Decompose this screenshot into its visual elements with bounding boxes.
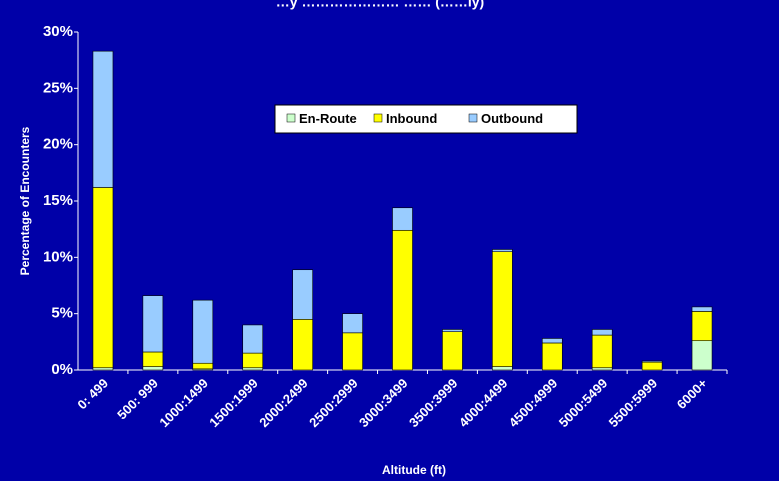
- bar-segment-inbound: [492, 251, 513, 367]
- bar-segment-outbound: [691, 306, 713, 312]
- bar-segment-en-route: [92, 367, 114, 371]
- y-tick-label: 30%: [43, 23, 73, 40]
- bar-segment-inbound: [591, 334, 613, 369]
- legend-label-inbound: Inbound: [386, 111, 437, 126]
- bar-segment-outbound: [591, 329, 613, 336]
- bar-segment-inbound: [192, 362, 214, 370]
- bar-segment-outbound: [442, 329, 463, 332]
- legend-swatch-outbound: [468, 113, 478, 123]
- bar-segment-outbound: [492, 249, 513, 253]
- y-tick-label: 25%: [43, 79, 73, 96]
- legend-swatch-inbound: [373, 113, 383, 123]
- bar-segment-outbound: [192, 299, 214, 364]
- bar-segment-outbound: [641, 360, 663, 363]
- y-tick-label: 15%: [43, 192, 73, 209]
- bar-segment-outbound: [392, 207, 413, 231]
- bar-segment-outbound: [342, 313, 363, 334]
- bar-segment-inbound: [541, 342, 563, 371]
- y-tick-label: 20%: [43, 136, 73, 153]
- bar-segment-inbound: [142, 351, 164, 367]
- bar-segment-en-route: [691, 340, 713, 371]
- y-tick-label: 0%: [51, 361, 73, 378]
- legend-box: [274, 104, 578, 134]
- x-axis-title: Altitude (ft): [382, 463, 446, 477]
- bar-segment-inbound: [342, 332, 363, 371]
- bar-segment-outbound: [92, 50, 114, 188]
- bar-segment-outbound: [541, 338, 563, 344]
- bar-marks: [92, 50, 713, 371]
- y-tick-label: 10%: [43, 248, 73, 265]
- bar-segment-en-route: [591, 367, 613, 371]
- legend-label-outbound: Outbound: [481, 111, 543, 126]
- bar-segment-en-route: [242, 367, 264, 371]
- bar-segment-inbound: [242, 352, 264, 369]
- legend: En-Route Inbound Outbound: [274, 104, 578, 134]
- chart-title: …y ………………… …… (……ly): [276, 0, 484, 10]
- bar-segment-outbound: [242, 324, 264, 354]
- bar-segment-inbound: [641, 361, 663, 371]
- y-tick-labels: 0% 5% 10% 15% 20% 25% 30%: [43, 23, 78, 378]
- bar-segment-outbound: [292, 269, 313, 320]
- legend-label-en-route: En-Route: [299, 111, 357, 126]
- bar-segment-inbound: [392, 229, 413, 371]
- bar-segment-inbound: [442, 331, 463, 371]
- y-tick-label: 5%: [51, 305, 73, 322]
- bar-segment-inbound: [92, 187, 114, 369]
- bar-segment-inbound: [691, 311, 713, 342]
- legend-swatch-en-route: [286, 113, 296, 123]
- y-axis-title: Percentage of Encounters: [18, 126, 32, 275]
- bar-segment-inbound: [292, 318, 313, 371]
- bar-segment-en-route: [142, 366, 164, 371]
- bar-segment-outbound: [142, 295, 164, 353]
- bar-segment-en-route: [492, 366, 513, 371]
